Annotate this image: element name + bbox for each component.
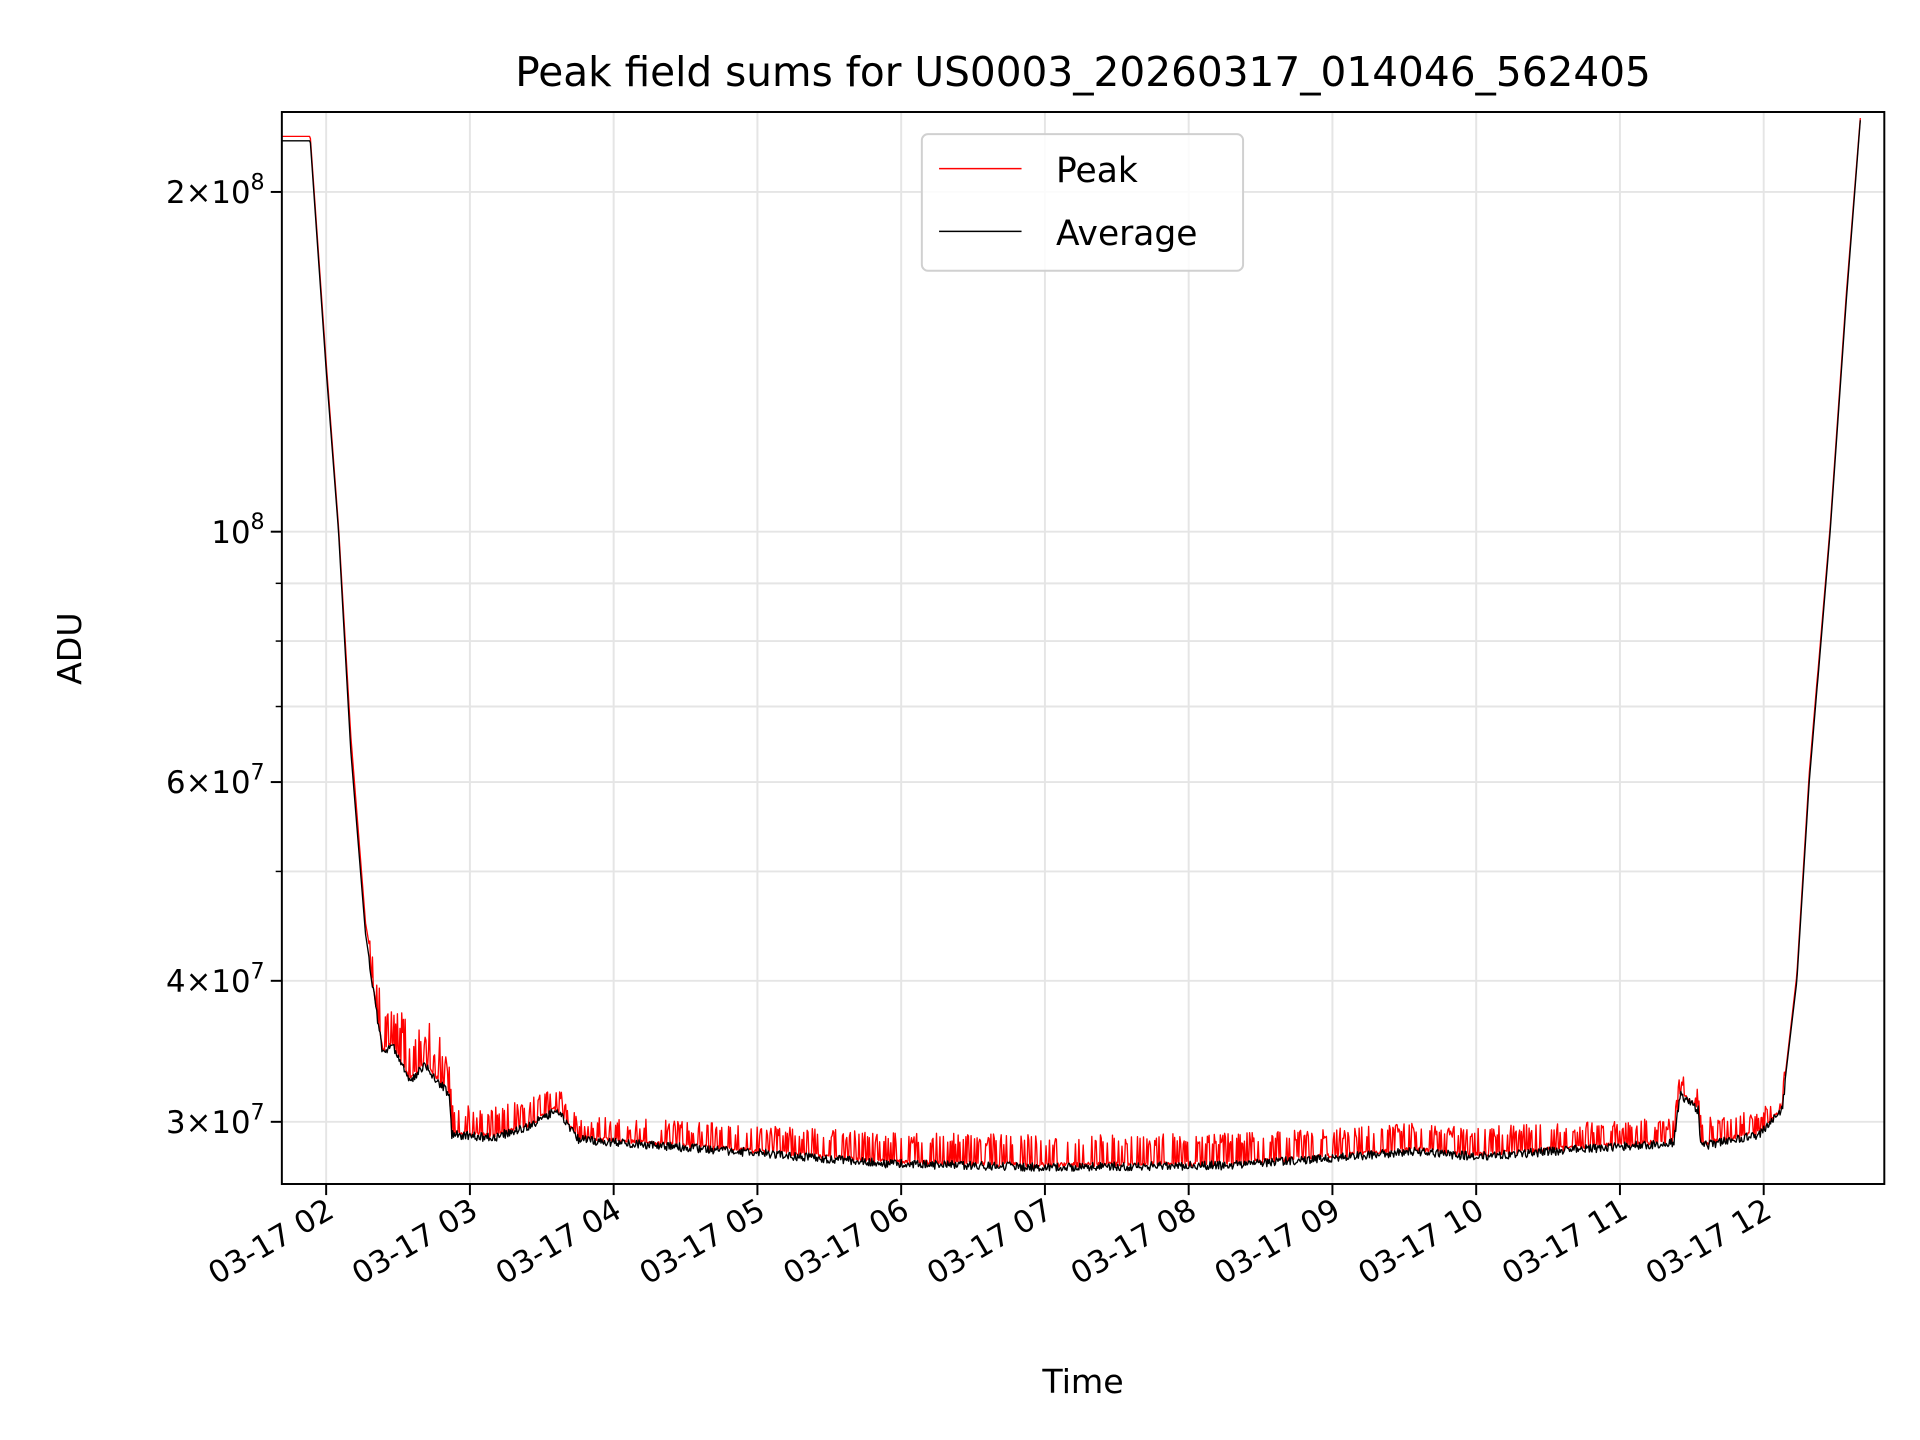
y-tick-label: 108 <box>211 509 264 551</box>
x-tick-label: 03-17 06 <box>777 1192 915 1292</box>
y-tick-label: 4×107 <box>166 958 265 1000</box>
y-tick-label: 6×107 <box>166 760 265 802</box>
x-tick-label: 03-17 12 <box>1640 1192 1778 1292</box>
plot-frame <box>280 111 1886 1185</box>
series-average-line <box>281 120 1861 1172</box>
x-tick-label: 03-17 07 <box>921 1192 1059 1292</box>
grid <box>281 112 1885 1184</box>
x-tick-label: 03-17 09 <box>1209 1192 1347 1292</box>
series-peak-line <box>281 117 1861 1169</box>
x-tick-label: 03-17 02 <box>202 1192 340 1292</box>
series-group <box>281 117 1861 1172</box>
x-tick-label: 03-17 10 <box>1352 1192 1490 1292</box>
x-tick-label: 03-17 08 <box>1065 1192 1203 1292</box>
y-tick-label: 3×107 <box>166 1099 265 1141</box>
y-axis: 3×107 4×107 6×107 108 2×108 <box>166 169 282 1141</box>
x-axis: 03-17 02 03-17 03 03-17 04 03-17 05 03-17 06… <box>202 1184 1778 1292</box>
y-tick-label: 2×108 <box>166 169 265 211</box>
x-tick-label: 03-17 03 <box>346 1192 484 1292</box>
y-axis-label: ADU <box>50 612 89 685</box>
x-tick-label: 03-17 11 <box>1496 1192 1634 1292</box>
chart-title: Peak field sums for US0003_20260317_0140… <box>515 48 1651 96</box>
legend: Peak Average <box>920 133 1245 272</box>
x-tick-label: 03-17 04 <box>490 1192 628 1292</box>
x-axis-label: Time <box>1041 1362 1123 1401</box>
legend-peak-label: Peak <box>1056 151 1138 191</box>
x-tick-label: 03-17 05 <box>634 1192 772 1292</box>
legend-average-label: Average <box>1056 214 1197 254</box>
